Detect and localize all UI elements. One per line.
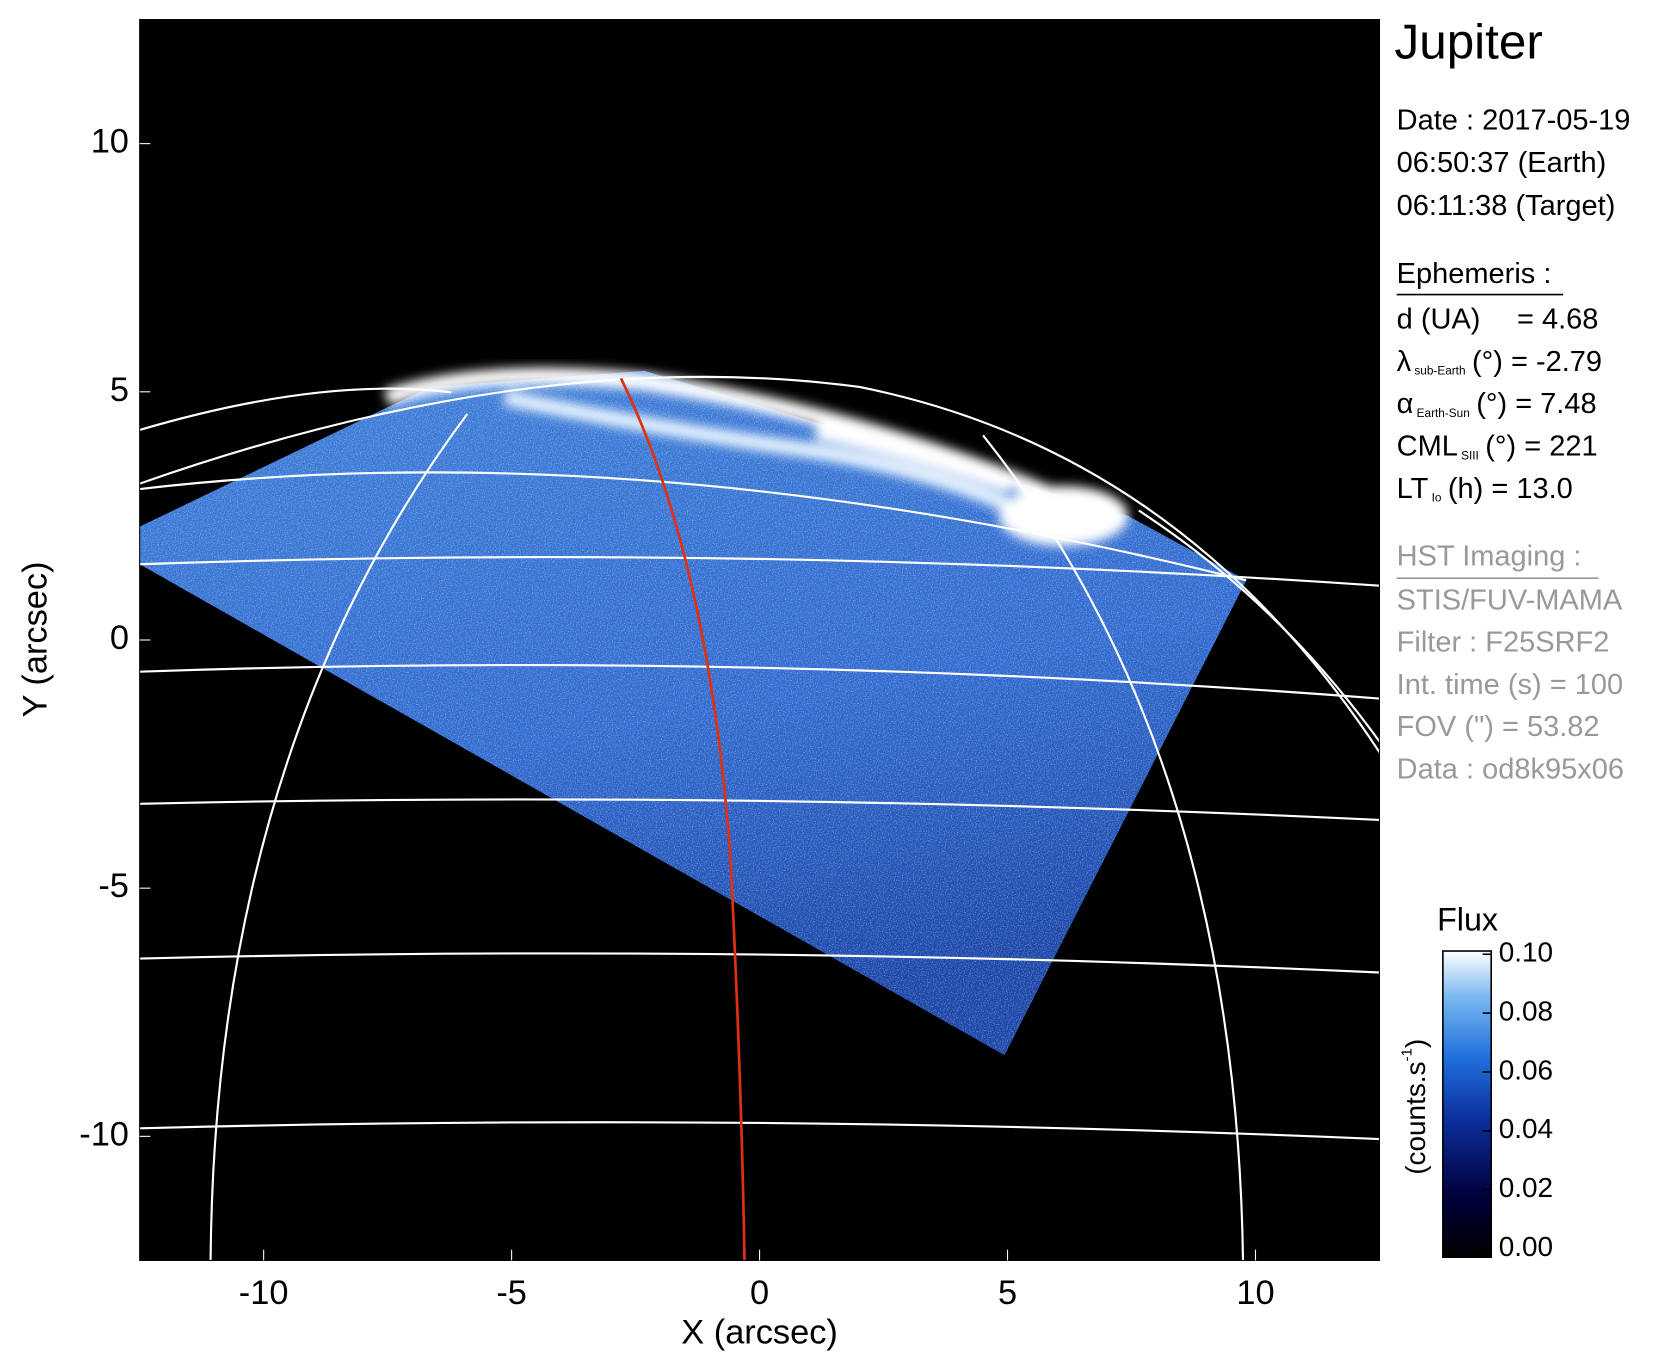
colorbar-tick-label: 0.08 <box>1499 995 1553 1026</box>
colorbar-tick-label: 0.10 <box>1499 937 1553 968</box>
image <box>139 19 1380 1261</box>
ephemeris-row: CML SIII (°) = 221 <box>1397 430 1598 462</box>
hst-line: FOV (") = 53.82 <box>1397 711 1600 743</box>
colorbar-tick-label: 0.02 <box>1499 1172 1553 1203</box>
aurora <box>384 367 1129 546</box>
ephemeris-symbol: d (UA) <box>1397 303 1481 335</box>
ephemeris-row: α Earth-Sun (°) = 7.48 <box>1397 388 1597 420</box>
planet-grid <box>139 375 1380 1261</box>
hst-line: Data : od8k95x06 <box>1397 753 1624 785</box>
ephemeris-rest: (°) = -2.79 <box>1472 345 1602 377</box>
colorbar-label-end: ) <box>1401 1039 1432 1048</box>
ephemeris-row: d (UA) = 4.68 <box>1397 303 1599 335</box>
hst-line: Int. time (s) = 100 <box>1397 669 1623 701</box>
hst-heading: HST Imaging : <box>1397 540 1582 572</box>
y-tick-label: -5 <box>98 867 129 905</box>
y-tick-label: 0 <box>110 619 129 657</box>
ephemeris-sub: Earth-Sun <box>1417 406 1470 420</box>
hst-line: STIS/FUV-MAMA <box>1397 585 1623 617</box>
ephemeris-rest: (h) = 13.0 <box>1448 473 1573 505</box>
ephemeris-rest: (°) = 7.48 <box>1476 388 1596 420</box>
ephemeris-rest: (°) = 221 <box>1485 430 1597 462</box>
info-title: Jupiter <box>1395 14 1543 69</box>
x-tick-label: -10 <box>239 1274 289 1312</box>
ephemeris-symbol: α <box>1397 388 1414 420</box>
colorbar-tick-label: 0.00 <box>1499 1231 1553 1262</box>
ephemeris-sub: sub-Earth <box>1414 364 1465 378</box>
ephemeris-row: λ sub-Earth (°) = -2.79 <box>1397 345 1602 377</box>
y-tick-label: 10 <box>91 123 129 161</box>
colorbar-label-sup: -1 <box>1398 1048 1415 1061</box>
date-line: 06:11:38 (Target) <box>1397 190 1616 222</box>
ephemeris-symbol: λ <box>1397 345 1412 377</box>
date-line: Date : 2017-05-19 <box>1397 104 1631 136</box>
ephemeris-sub: SIII <box>1461 448 1479 462</box>
colorbar-label: (counts.s-1) <box>1398 1039 1431 1175</box>
colorbar-tick-label: 0.04 <box>1499 1113 1553 1144</box>
colorbar <box>1442 950 1493 1259</box>
y-axis-title: Y (arcsec) <box>17 561 55 717</box>
ephemeris-symbol: CML <box>1397 430 1458 462</box>
ephemeris-rest: = 4.68 <box>1517 303 1598 335</box>
date-line: 06:50:37 (Earth) <box>1397 147 1607 179</box>
hst-line: Filter : F25SRF2 <box>1397 627 1610 659</box>
x-tick-label: -5 <box>496 1274 527 1312</box>
ephemeris-symbol: LT <box>1397 473 1429 505</box>
y-tick-label: -10 <box>79 1115 129 1153</box>
x-tick-label: 10 <box>1236 1274 1274 1312</box>
swath-noise <box>139 370 1247 1056</box>
x-tick-label: 0 <box>750 1274 769 1312</box>
ephemeris-sub: Io <box>1432 491 1442 505</box>
colorbar-label-text: (counts.s <box>1401 1061 1432 1174</box>
ephemeris-heading: Ephemeris : <box>1397 258 1552 290</box>
colorbar-title: Flux <box>1437 902 1498 938</box>
central-meridian <box>619 377 746 1261</box>
x-axis-title: X (arcsec) <box>681 1314 838 1352</box>
ephemeris-row: LT Io (h) = 13.0 <box>1397 473 1573 505</box>
x-tick-label: 5 <box>998 1274 1017 1312</box>
y-tick-label: 5 <box>110 371 129 409</box>
colorbar-tick-label: 0.06 <box>1499 1054 1553 1085</box>
